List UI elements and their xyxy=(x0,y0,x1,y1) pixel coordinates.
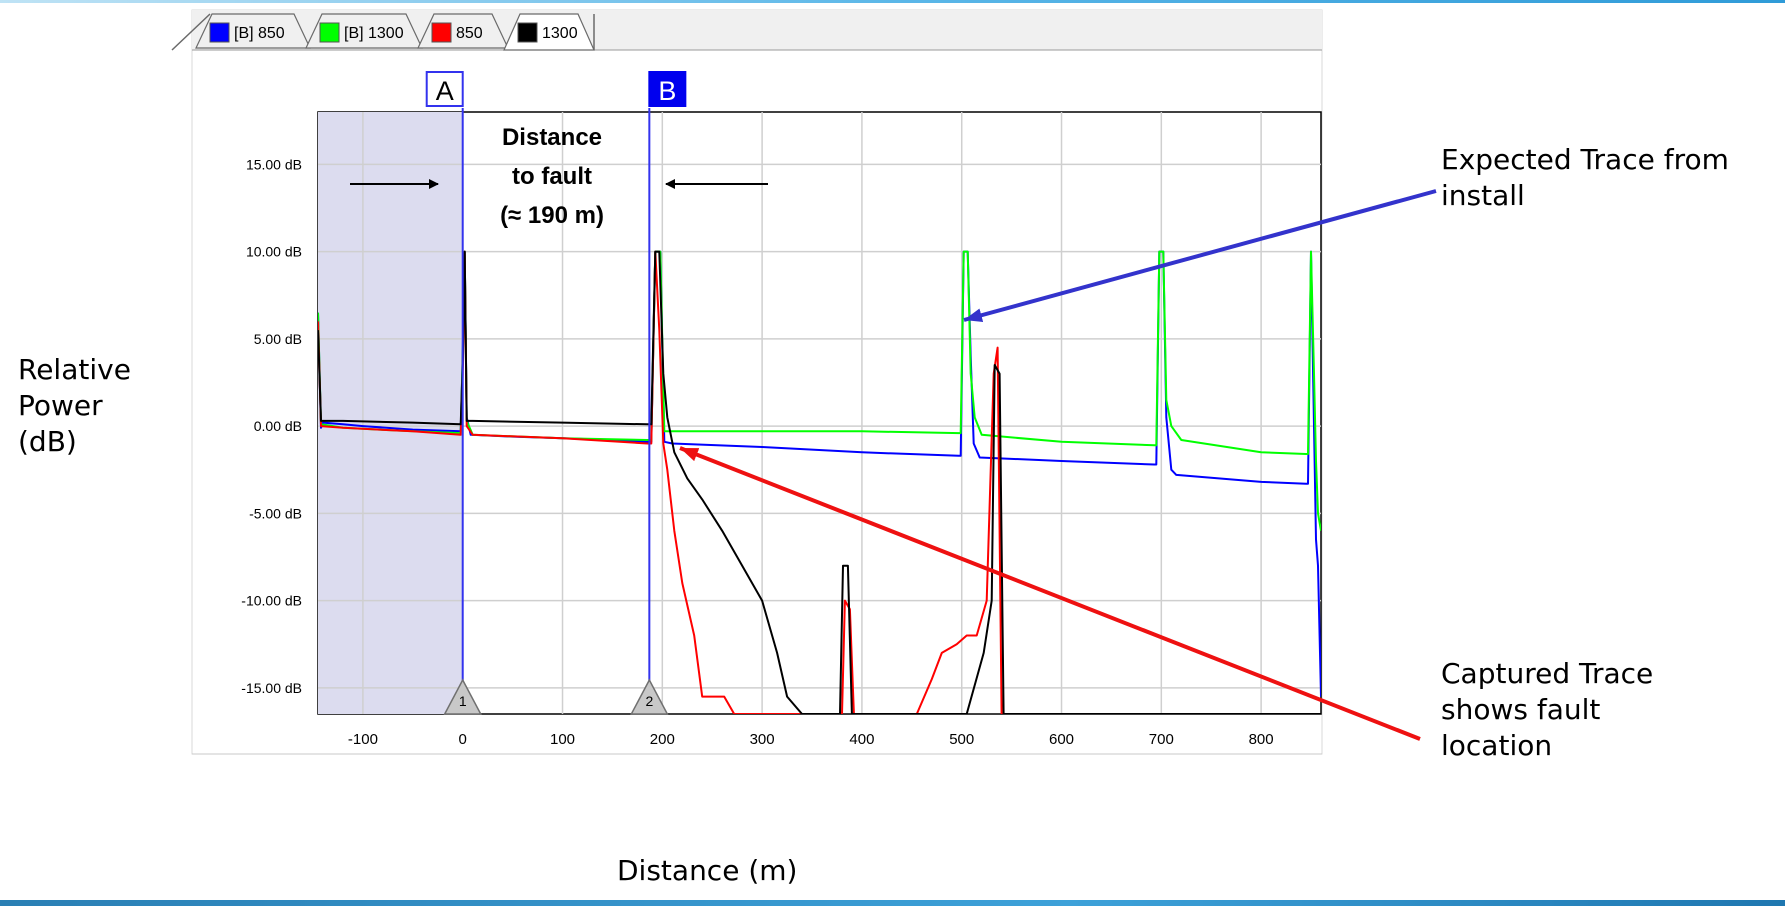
x-tick-label: 800 xyxy=(1249,731,1274,748)
cursor-b-label: B xyxy=(658,76,676,106)
captured-trace-callout: Captured Trace shows fault location xyxy=(1441,656,1781,764)
y-axis-label-line: Relative xyxy=(18,353,131,386)
cursor-a-flag[interactable] xyxy=(425,71,464,107)
y-axis-label-line: Power xyxy=(18,389,103,422)
captured-trace-arrow xyxy=(679,446,1421,741)
tab-separator xyxy=(171,13,211,51)
callout-line: install xyxy=(1441,179,1525,212)
tab-label: [B] 850 xyxy=(234,25,285,42)
x-tick-label: -100 xyxy=(348,731,378,748)
tab-label: [B] 1300 xyxy=(344,25,404,42)
y-axis-label-line: (dB) xyxy=(18,425,77,458)
cursor-b-flag[interactable] xyxy=(648,71,687,107)
tab-label: 850 xyxy=(456,25,483,42)
top-accent-bar xyxy=(0,0,1785,3)
x-tick-label: 500 xyxy=(949,731,974,748)
tab-label: 1300 xyxy=(542,25,578,42)
event-marker-label: 1 xyxy=(459,693,467,709)
event-marker-triangle[interactable] xyxy=(443,678,482,715)
event-marker-triangle[interactable] xyxy=(630,678,669,715)
tab-color-swatch xyxy=(517,22,538,43)
y-tick-label: 5.00 dB xyxy=(254,331,302,347)
y-tick-label: 0.00 dB xyxy=(254,418,302,434)
y-axis-ticks: 15.00 dB 10.00 dB 5.00 dB 0.00 dB -5.00 dB -1… xyxy=(241,156,302,695)
tab-color-swatch xyxy=(431,22,452,43)
annotation-line-1: Distance xyxy=(502,124,602,151)
x-tick-label: 300 xyxy=(750,731,775,748)
tab-color-swatch xyxy=(209,22,230,43)
callout-line: shows fault xyxy=(1441,693,1601,726)
x-tick-label: 700 xyxy=(1149,731,1174,748)
y-tick-label: 10.00 dB xyxy=(246,244,302,260)
x-tick-label: 100 xyxy=(550,731,575,748)
x-axis-label: Distance (m) xyxy=(617,854,798,887)
plot-area xyxy=(317,111,1322,715)
cursor-a-label: A xyxy=(436,76,454,106)
y-tick-label: -15.00 dB xyxy=(241,680,302,696)
annotation-line-2: to fault xyxy=(512,163,592,190)
x-axis-ticks: -100 0 100 200 300 400 500 600 700 800 xyxy=(348,731,1274,748)
y-tick-label: 15.00 dB xyxy=(246,156,302,172)
y-tick-label: -5.00 dB xyxy=(249,505,302,521)
callout-line: location xyxy=(1441,729,1553,762)
trace-tabs: [B] 850 [B] 1300 850 1300 xyxy=(171,13,595,51)
x-tick-label: 600 xyxy=(1049,731,1074,748)
tab-1[interactable]: [B] 850 xyxy=(195,13,311,49)
tab-4[interactable]: 1300 xyxy=(503,13,595,51)
x-tick-label: 200 xyxy=(650,731,675,748)
y-axis-label: Relative Power (dB) xyxy=(18,352,131,460)
tab-2[interactable]: [B] 1300 xyxy=(305,13,423,49)
y-tick-label: -10.00 dB xyxy=(241,593,302,609)
tab-3[interactable]: 850 xyxy=(417,13,509,49)
callout-line: Captured Trace xyxy=(1441,657,1654,690)
callout-line: Expected Trace from xyxy=(1441,143,1729,176)
bottom-accent-bar xyxy=(0,900,1785,906)
pre-cursor-shaded-region xyxy=(318,112,463,714)
expected-trace-arrow xyxy=(963,189,1437,323)
event-marker-label: 2 xyxy=(645,693,653,709)
x-tick-label: 400 xyxy=(849,731,874,748)
expected-trace-callout: Expected Trace from install xyxy=(1441,142,1781,214)
annotation-line-3: (≈ 190 m) xyxy=(500,202,604,229)
tab-color-swatch xyxy=(319,22,340,43)
x-tick-label: 0 xyxy=(459,731,467,748)
trace-line xyxy=(318,250,1321,714)
